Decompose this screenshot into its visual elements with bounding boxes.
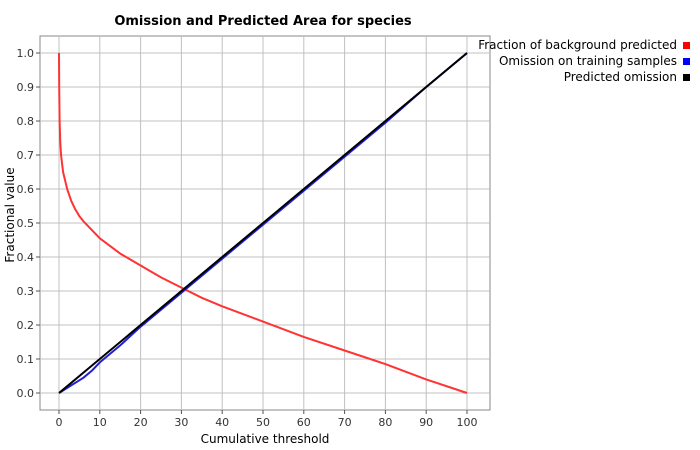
x-tick-label: 50 — [256, 416, 270, 429]
y-tick-label: 1.0 — [17, 47, 35, 60]
legend-swatch-blue — [683, 57, 690, 65]
series-background-predicted-line — [58, 52, 468, 394]
legend-item-omission-training: Omission on training samples — [478, 53, 690, 69]
x-axis-label: Cumulative threshold — [200, 432, 330, 446]
y-tick-label: 0.3 — [17, 285, 35, 298]
legend-label-background: Fraction of background predicted — [478, 38, 677, 52]
x-tick-label: 80 — [378, 416, 392, 429]
x-tick-label: 30 — [174, 416, 188, 429]
y-tick-label: 0.5 — [17, 217, 35, 230]
legend-label-omission-training: Omission on training samples — [498, 54, 677, 68]
legend-swatch-black — [683, 73, 690, 81]
x-tick-label: 10 — [93, 416, 107, 429]
y-tick-label: 0.6 — [17, 183, 35, 196]
series-predicted-omission-line — [58, 52, 468, 394]
x-tick-label: 0 — [56, 416, 63, 429]
legend-item-background: Fraction of background predicted — [478, 37, 690, 53]
y-tick-label: 0.8 — [17, 115, 35, 128]
x-tick-label: 100 — [457, 416, 478, 429]
legend-item-predicted-omission: Predicted omission — [478, 69, 690, 85]
chart-title: Omission and Predicted Area for species — [114, 14, 412, 29]
x-tick-label: 20 — [134, 416, 148, 429]
x-tick-label: 40 — [215, 416, 229, 429]
y-tick-label: 0.0 — [17, 387, 35, 400]
legend: Fraction of background predicted Omissio… — [478, 37, 690, 85]
y-axis-label: Fractional value — [3, 167, 17, 263]
x-tick-label: 90 — [419, 416, 433, 429]
legend-swatch-red — [683, 41, 690, 49]
x-tick-label: 70 — [338, 416, 352, 429]
y-tick-label: 0.2 — [17, 319, 35, 332]
y-tick-label: 0.9 — [17, 81, 35, 94]
y-tick-label: 0.7 — [17, 149, 35, 162]
legend-label-predicted-omission: Predicted omission — [563, 70, 677, 84]
series-omission-training-line — [58, 52, 468, 394]
x-tick-label: 60 — [297, 416, 311, 429]
y-tick-label: 0.1 — [17, 353, 35, 366]
y-tick-label: 0.4 — [17, 251, 35, 264]
